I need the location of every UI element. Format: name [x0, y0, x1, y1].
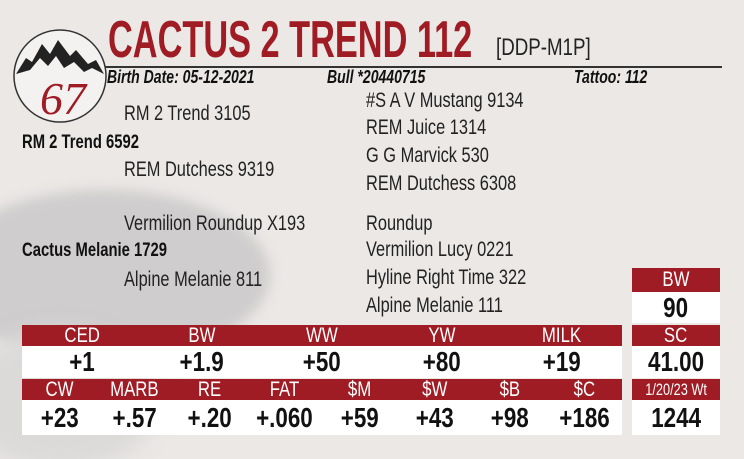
epd-value: +.060: [256, 402, 313, 433]
dam: Cactus Melanie 1729: [22, 240, 167, 261]
epd-value: +.57: [112, 402, 157, 433]
epd-header: YW: [428, 324, 456, 347]
epd-header: CW: [45, 378, 74, 401]
epd-value: +23: [40, 402, 79, 433]
epd-header-row-1: CED BW WW YW MILK: [22, 324, 622, 347]
dam-dam-dam: Alpine Melanie 111: [366, 294, 503, 317]
epd-header: $W: [421, 378, 448, 401]
epd-value: +80: [423, 346, 461, 377]
dam-dam: Alpine Melanie 811: [124, 268, 263, 291]
epd-header-row-2: CW MARB RE FAT $M $W $B $C: [22, 378, 622, 401]
epd-value: +186: [559, 402, 610, 433]
tattoo: Tattoo: 112: [574, 67, 648, 87]
epd-value: +1.9: [179, 346, 225, 377]
sire-sire-sire: #S A V Mustang 9134: [366, 89, 524, 112]
bw-label: BW: [662, 268, 690, 291]
epd-header: $C: [573, 378, 596, 401]
epd-header: $M: [347, 378, 372, 401]
epd-value: +98: [490, 402, 529, 433]
sire: RM 2 Trend 6592: [22, 132, 139, 153]
bw-value: 90: [663, 292, 689, 323]
epd-value: +59: [340, 402, 379, 433]
animal-code: [DDP-M1P]: [496, 34, 591, 61]
epd-header: $B: [499, 378, 520, 401]
dam-sire-sire: Roundup: [366, 212, 433, 235]
sc-label: SC: [664, 324, 688, 347]
dam-sire-dam: Vermilion Lucy 0221: [366, 238, 514, 261]
epd-header: RE: [197, 378, 222, 401]
epd-value: +50: [303, 346, 341, 377]
epd-value: +.20: [187, 402, 232, 433]
epd-value-row-2: +23 +.57 +.20 +.060 +59 +43 +98 +186: [22, 400, 622, 435]
epd-value-row-1: +1 +1.9 +50 +80 +19: [22, 346, 622, 378]
weight-label: 1/20/23 Wt: [645, 380, 707, 399]
sire-sire-dam: REM Juice 1314: [366, 116, 487, 139]
weight-value: 1244: [651, 402, 701, 433]
sire-dam-sire: G G Marvick 530: [366, 144, 489, 167]
sire-dam: REM Dutchess 9319: [124, 158, 275, 181]
sire-dam-dam: REM Dutchess 6308: [366, 172, 517, 195]
epd-header: FAT: [269, 378, 300, 401]
sire-sire: RM 2 Trend 3105: [124, 102, 251, 125]
sc-value: 41.00: [647, 346, 705, 377]
dam-sire: Vermilion Roundup X193: [124, 212, 306, 235]
epd-header: WW: [306, 324, 338, 347]
birth-date: Birth Date: 05-12-2021: [107, 67, 255, 87]
registration-number: Bull *20440715: [327, 67, 426, 87]
animal-name: CACTUS 2 TREND 112: [108, 11, 473, 69]
divider: [105, 66, 722, 68]
lot-number: 67: [40, 73, 88, 124]
epd-value: +1: [69, 346, 95, 377]
epd-value: +43: [415, 402, 454, 433]
epd-value: +19: [543, 346, 581, 377]
epd-header: CED: [64, 324, 100, 347]
epd-header: MILK: [542, 324, 582, 347]
dam-dam-sire: Hyline Right Time 322: [366, 266, 527, 289]
epd-header: MARB: [110, 378, 159, 401]
epd-header: BW: [188, 324, 216, 347]
mountain-logo-icon: 67: [13, 29, 107, 124]
